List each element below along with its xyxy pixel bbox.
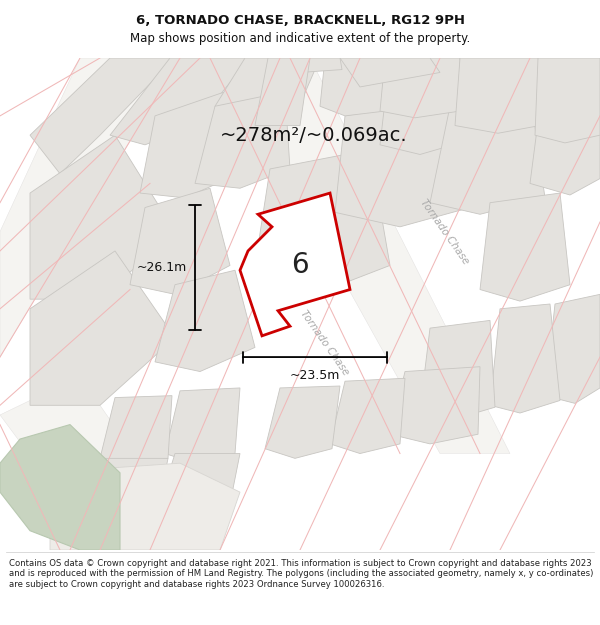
Text: 6, TORNADO CHASE, BRACKNELL, RG12 9PH: 6, TORNADO CHASE, BRACKNELL, RG12 9PH [136, 14, 464, 28]
Polygon shape [545, 294, 600, 403]
Polygon shape [30, 58, 175, 174]
Polygon shape [490, 304, 560, 413]
Polygon shape [335, 97, 470, 227]
Polygon shape [380, 58, 470, 154]
Polygon shape [155, 270, 255, 371]
Text: Contains OS data © Crown copyright and database right 2021. This information is : Contains OS data © Crown copyright and d… [9, 559, 593, 589]
Polygon shape [530, 97, 600, 195]
Polygon shape [130, 188, 230, 294]
Polygon shape [195, 92, 290, 188]
Polygon shape [265, 386, 340, 458]
Polygon shape [380, 58, 460, 118]
Text: Map shows position and indicative extent of the property.: Map shows position and indicative extent… [130, 32, 470, 45]
Polygon shape [420, 321, 495, 420]
Polygon shape [455, 58, 540, 133]
Polygon shape [535, 58, 600, 143]
Polygon shape [255, 58, 310, 126]
Polygon shape [340, 58, 440, 87]
Polygon shape [165, 388, 240, 463]
Polygon shape [240, 193, 350, 336]
Polygon shape [0, 58, 180, 357]
Polygon shape [480, 193, 570, 301]
Polygon shape [390, 367, 480, 444]
Polygon shape [280, 58, 342, 72]
Polygon shape [140, 92, 250, 198]
Text: ~278m²/~0.069ac.: ~278m²/~0.069ac. [220, 126, 407, 144]
Polygon shape [320, 58, 385, 116]
Text: Tornado Chase: Tornado Chase [299, 308, 351, 377]
Polygon shape [255, 149, 390, 285]
Polygon shape [160, 454, 240, 511]
Polygon shape [50, 463, 240, 550]
Polygon shape [100, 396, 172, 467]
Polygon shape [430, 92, 545, 214]
Polygon shape [0, 376, 200, 550]
Polygon shape [220, 58, 510, 454]
Text: ~26.1m: ~26.1m [137, 261, 187, 274]
Text: Tornado Chase: Tornado Chase [419, 198, 471, 266]
Polygon shape [0, 424, 120, 550]
Polygon shape [215, 58, 320, 116]
Polygon shape [30, 135, 175, 299]
Polygon shape [110, 58, 250, 145]
Polygon shape [30, 251, 175, 405]
Text: 6: 6 [291, 251, 309, 279]
Polygon shape [90, 458, 168, 515]
Text: ~23.5m: ~23.5m [290, 369, 340, 382]
Polygon shape [330, 378, 405, 454]
